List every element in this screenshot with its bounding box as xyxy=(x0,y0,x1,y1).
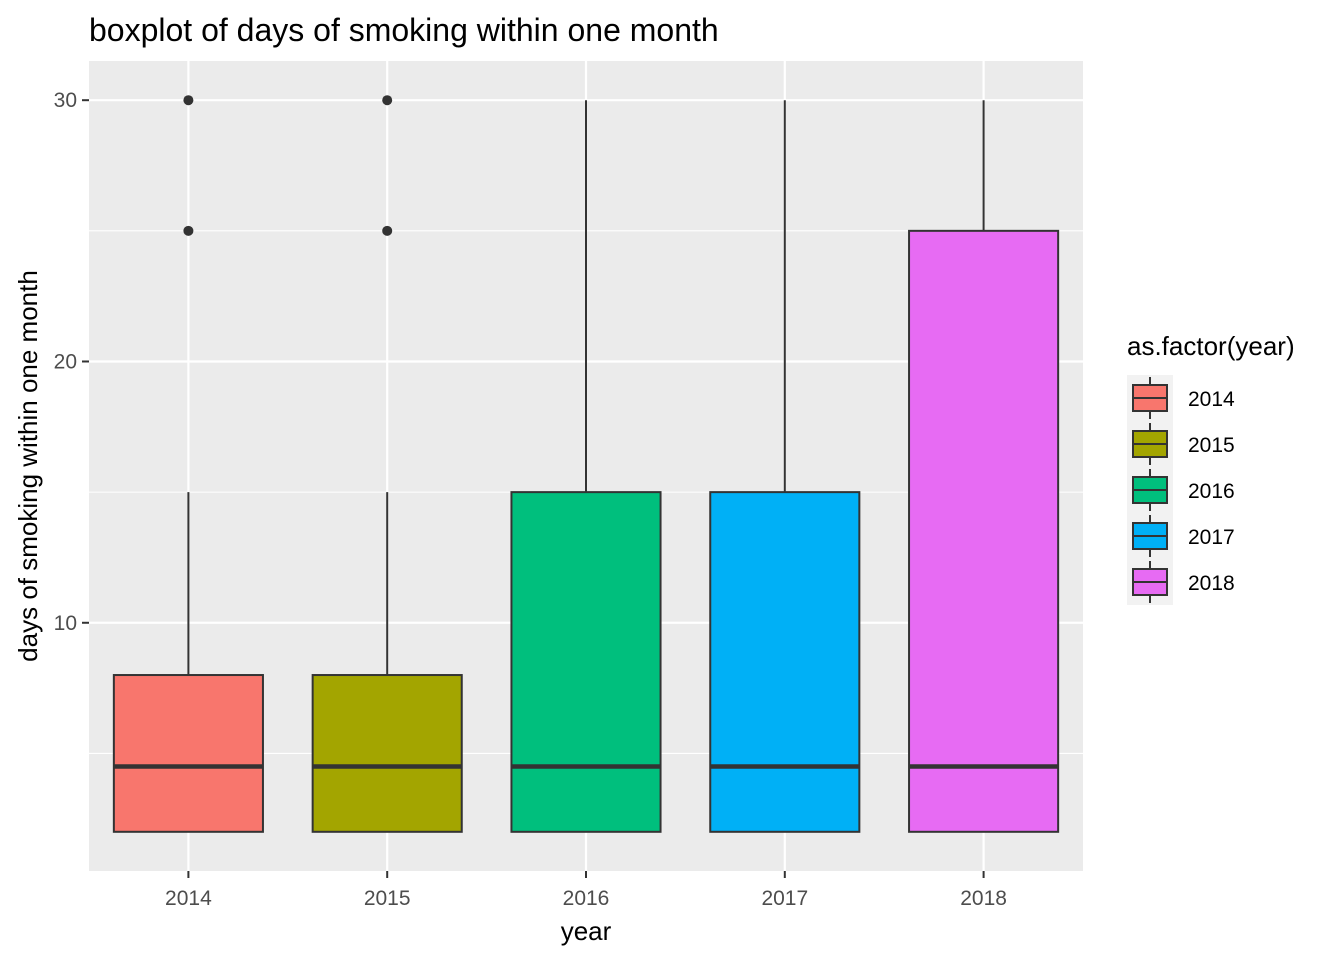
y-axis-title: days of smoking within one month xyxy=(13,270,43,662)
box-body xyxy=(908,229,1060,833)
outlier-point xyxy=(382,95,393,106)
legend-item-2018: 2018 xyxy=(1127,559,1235,605)
chart-title: boxplot of days of smoking within one mo… xyxy=(89,12,719,48)
box-2014 xyxy=(112,95,264,833)
boxes-layer xyxy=(112,95,1060,833)
outlier-point xyxy=(183,225,194,236)
x-tick-label: 2014 xyxy=(165,887,212,910)
x-tick-label: 2016 xyxy=(563,887,610,910)
box-body xyxy=(112,674,264,833)
legend-item-2017: 2017 xyxy=(1127,513,1235,559)
x-tick-label: 2015 xyxy=(364,887,411,910)
outlier-point xyxy=(183,95,194,106)
legend-label: 2017 xyxy=(1188,526,1235,549)
x-tick-label: 2018 xyxy=(960,887,1007,910)
legend-item-2016: 2016 xyxy=(1127,467,1235,513)
legend: as.factor(year) 2014 2015 2016 2017 2018 xyxy=(1127,331,1295,605)
y-tick-label: 20 xyxy=(54,350,77,373)
box-2017 xyxy=(709,100,861,833)
y-axis: 10 20 30 xyxy=(54,89,89,635)
legend-label: 2016 xyxy=(1188,480,1235,503)
legend-title: as.factor(year) xyxy=(1127,331,1295,361)
box-2016 xyxy=(510,100,662,833)
box-2018 xyxy=(908,100,1060,833)
x-tick-label: 2017 xyxy=(761,887,808,910)
x-axis-title: year xyxy=(561,916,612,946)
legend-label: 2014 xyxy=(1188,388,1235,411)
y-tick-label: 10 xyxy=(54,612,77,635)
outlier-point xyxy=(382,225,393,236)
legend-label: 2015 xyxy=(1188,434,1235,457)
y-tick-label: 30 xyxy=(54,89,77,112)
x-axis: 2014 2015 2016 2017 2018 xyxy=(165,871,1007,910)
box-body xyxy=(311,674,463,833)
box-body xyxy=(510,491,662,833)
legend-label: 2018 xyxy=(1188,572,1235,595)
legend-item-2015: 2015 xyxy=(1127,421,1235,467)
box-body xyxy=(709,491,861,833)
legend-item-2014: 2014 xyxy=(1127,375,1235,421)
box-2015 xyxy=(311,95,463,833)
